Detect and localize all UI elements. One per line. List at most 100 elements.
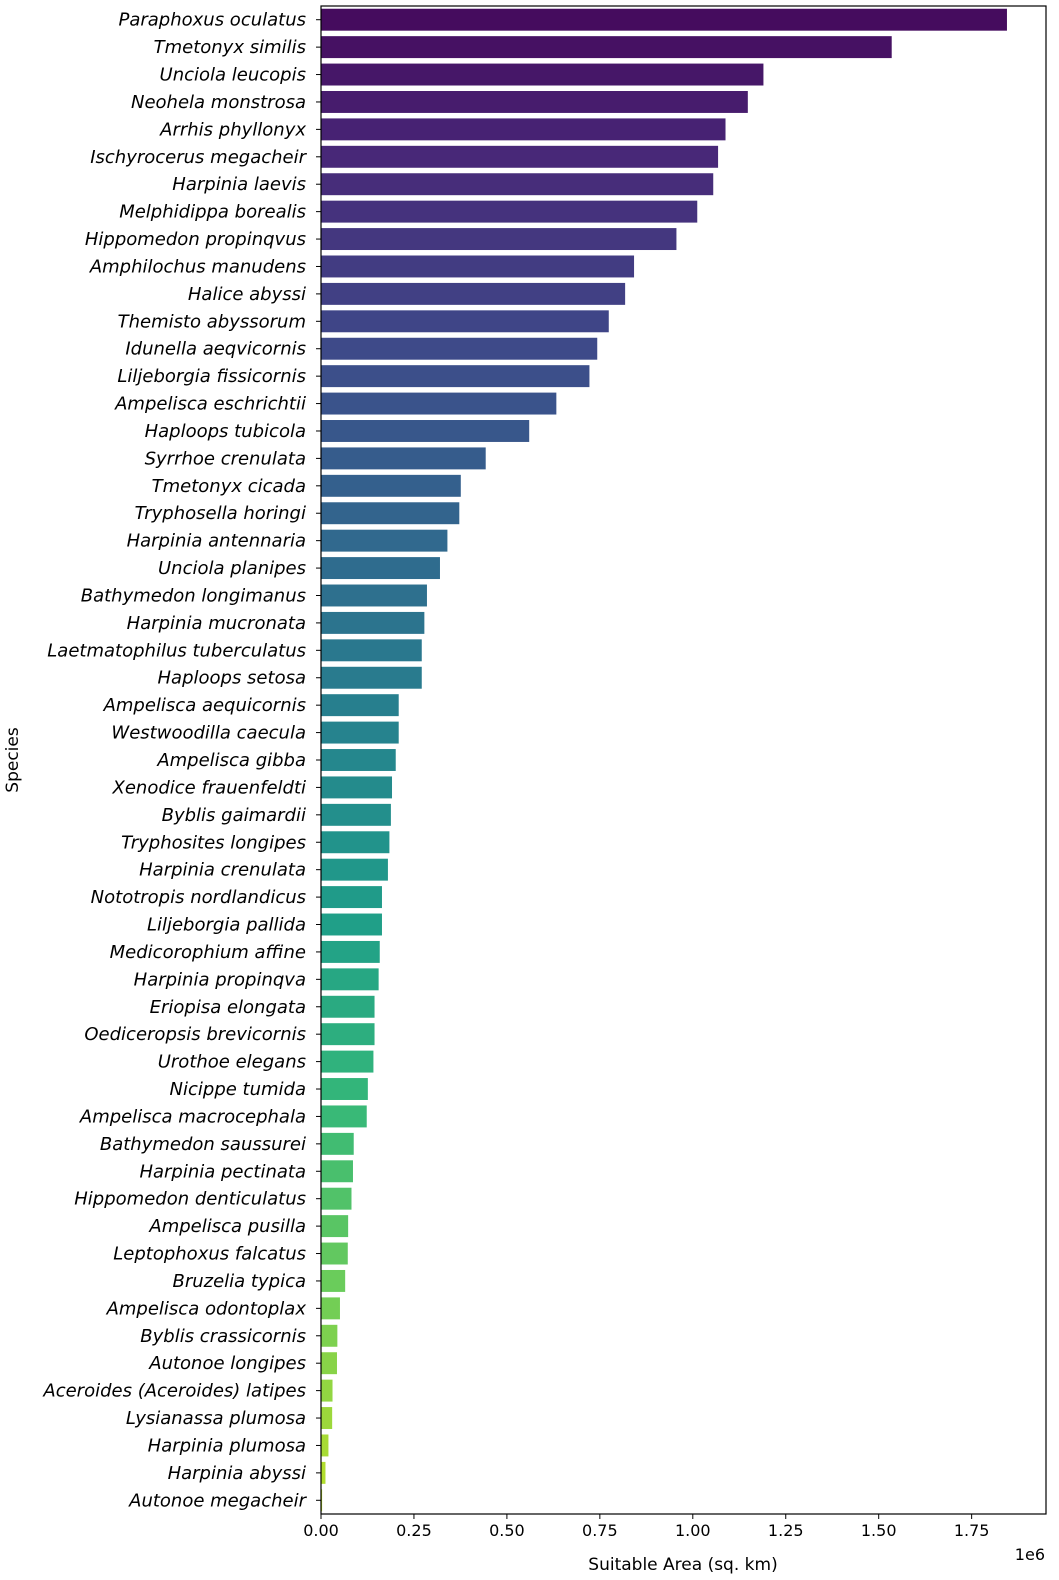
y-tick-label: Bathymedon longimanus	[81, 585, 306, 606]
bar	[321, 557, 440, 580]
bar	[321, 255, 635, 278]
bar	[321, 1215, 349, 1238]
y-tick-label: Ischyrocerus megacheir	[90, 147, 307, 168]
bar	[321, 940, 380, 963]
bar	[321, 749, 396, 771]
y-tick-label: Haploops tubicola	[145, 421, 306, 442]
bar	[321, 1078, 368, 1100]
y-tick-label: Neohela monstrosa	[131, 92, 306, 113]
bar	[321, 584, 427, 607]
bar	[321, 886, 382, 909]
bar	[321, 63, 764, 86]
y-tick-label: Laetmatophilus tuberculatus	[47, 640, 306, 661]
x-tick-label: 1.25	[768, 1521, 804, 1540]
y-tick-label: Byblis crassicornis	[140, 1326, 306, 1347]
y-axis-title: Species	[3, 727, 23, 793]
y-tick-label: Tmetonyx similis	[154, 37, 306, 58]
x-tick-label: 0.00	[303, 1521, 339, 1540]
y-tick-label: Harpinia crenulata	[139, 860, 306, 881]
bar	[321, 420, 530, 442]
x-axis-title: Suitable Area (sq. km)	[588, 1555, 777, 1575]
y-tick-label: Harpinia abyssi	[168, 1463, 306, 1484]
bar	[321, 392, 557, 415]
y-tick-label: Harpinia laevis	[172, 174, 306, 195]
y-tick-label: Ampelisca pusilla	[148, 1216, 306, 1237]
bar	[321, 776, 393, 799]
bar	[321, 1352, 337, 1375]
bar	[321, 1407, 333, 1430]
bar	[321, 1269, 346, 1292]
y-tick-label: Syrrhoe crenulata	[145, 448, 306, 469]
y-tick-label: Amphilochus manudens	[89, 256, 306, 277]
bar	[321, 365, 590, 388]
y-tick-label: Harpinia mucronata	[127, 613, 306, 634]
bar	[321, 1105, 367, 1128]
y-tick-label: Harpinia propinqva	[134, 969, 306, 990]
y-tick-label: Arrhis phyllonyx	[159, 119, 306, 140]
y-tick-label: Ampelisca aequicornis	[103, 695, 306, 716]
bar	[321, 8, 1007, 31]
bar	[321, 310, 609, 333]
y-tick-label: Tryphosella horingi	[135, 503, 306, 524]
x-tick-label: 0.25	[396, 1521, 432, 1540]
bar	[321, 36, 892, 59]
bar	[321, 145, 719, 168]
y-tick-label: Unciola leucopis	[160, 65, 306, 86]
bar	[321, 447, 486, 470]
y-tick-label: Ampelisca macrocephala	[79, 1106, 306, 1127]
bar	[321, 200, 698, 223]
y-tick-label: Hippomedon denticulatus	[74, 1189, 306, 1210]
bar	[321, 1379, 333, 1402]
x-axis-scale-label: 1e6	[1015, 1545, 1045, 1564]
y-tick-label: Liljeborgia fissicornis	[117, 366, 306, 387]
y-tick-label: Xenodice frauenfeldti	[112, 777, 307, 798]
bar	[321, 995, 375, 1018]
y-tick-label: Bathymedon saussurei	[100, 1134, 306, 1155]
bar	[321, 666, 422, 689]
y-tick-label: Harpinia pectinata	[139, 1161, 306, 1182]
bar	[321, 694, 399, 717]
y-tick-label: Autonoe megacheir	[128, 1490, 307, 1511]
bar	[321, 968, 379, 991]
bar	[321, 858, 388, 881]
bar	[321, 639, 422, 662]
y-tick-label: Urothoe elegans	[158, 1052, 306, 1073]
bar	[321, 1160, 353, 1183]
y-tick-label: Ampelisca odontoplax	[106, 1298, 307, 1319]
x-tick-label: 1.75	[954, 1521, 990, 1540]
bar	[321, 611, 425, 634]
bar	[321, 173, 714, 196]
y-tick-label: Byblis gaimardii	[162, 805, 306, 826]
bar	[321, 1297, 340, 1320]
bar	[321, 228, 677, 251]
bar	[321, 90, 748, 113]
x-tick-label: 1.00	[675, 1521, 711, 1540]
bar	[321, 337, 598, 360]
bar	[321, 1324, 338, 1347]
y-tick-label: Nicippe tumida	[170, 1079, 306, 1100]
y-tick-label: Ampelisca eschrichtii	[114, 394, 306, 415]
y-tick-label: Hippomedon propinqvus	[85, 229, 306, 250]
y-tick-label: Ampelisca gibba	[156, 750, 306, 771]
y-tick-label: Oediceropsis brevicornis	[84, 1024, 306, 1045]
y-tick-label: Lysianassa plumosa	[126, 1408, 306, 1429]
bar	[321, 502, 460, 525]
bar	[321, 282, 626, 305]
y-tick-label: Themisto abyssorum	[118, 311, 306, 332]
bar	[321, 474, 461, 497]
bar	[321, 1050, 374, 1073]
bar	[321, 721, 399, 744]
y-tick-label: Liljeborgia pallida	[147, 915, 306, 936]
bar	[321, 1242, 348, 1265]
bar	[321, 529, 448, 552]
y-tick-label: Tryphosites longipes	[121, 832, 306, 853]
y-tick-labels: Paraphoxus oculatus Tmetonyx similis Uncio…	[42, 10, 321, 1511]
bar	[321, 1434, 329, 1457]
y-tick-label: Melphidippa borealis	[119, 202, 306, 223]
bars-group	[321, 8, 1007, 1512]
y-tick-label: Harpinia antennaria	[127, 531, 306, 552]
bar	[321, 1132, 354, 1155]
plot-frame	[320, 5, 1047, 1515]
y-tick-label: Leptophoxus falcatus	[113, 1244, 306, 1265]
bar	[321, 1461, 326, 1484]
